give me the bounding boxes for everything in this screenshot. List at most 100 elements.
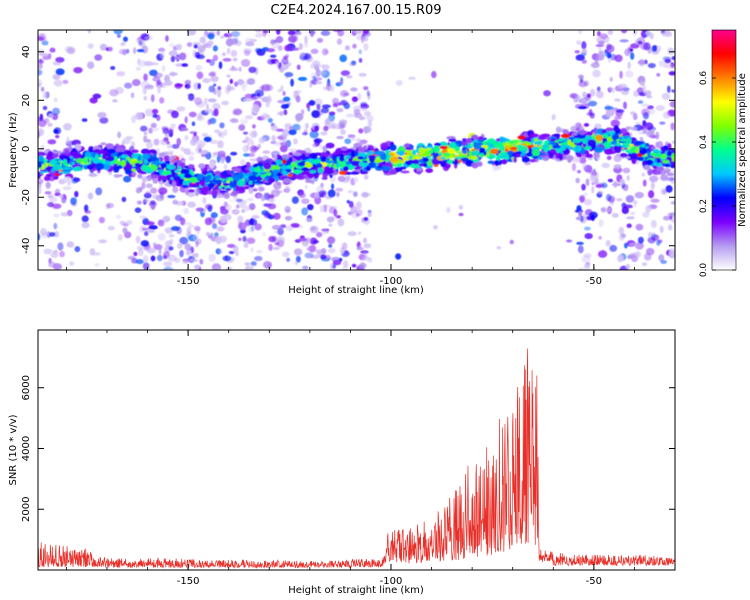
spectrogram-noise-cell [98, 216, 105, 224]
spectrogram-noise-cell [408, 76, 416, 80]
spectrogram-ridge-cell [217, 194, 225, 198]
spectrogram-noise-cell [632, 30, 637, 36]
spectrogram-ridge-cell [479, 144, 489, 149]
spectrogram-noise-cell [168, 43, 175, 47]
spectrogram-noise-cell [130, 92, 135, 99]
spectrogram-noise-cell [183, 222, 192, 226]
y-tick-label: 4000 [21, 436, 32, 461]
spectrogram-noise-cell [274, 141, 283, 147]
spectrogram-noise-cell [284, 103, 290, 109]
spectrogram-ridge-cell [516, 144, 525, 151]
spectrogram-noise-cell [48, 113, 54, 119]
spectrogram-noise-cell [346, 199, 350, 204]
spectrogram-noise-cell [351, 136, 356, 142]
spectrogram-noise-cell [113, 30, 123, 35]
spectrogram-noise-cell [605, 240, 611, 247]
spectrogram-noise-cell [70, 177, 79, 184]
spectrogram-ridge-cell [440, 161, 446, 168]
x-tick-label: -100 [380, 576, 403, 587]
x-tick-label: -100 [380, 276, 403, 287]
snr-y-ticks: 2000 4000 6000 [21, 375, 675, 522]
spectrogram-noise-cell [108, 45, 114, 53]
spectrogram-noise-cell [496, 246, 502, 250]
spectrogram-noise-cell [355, 201, 362, 210]
spectrogram-noise-cell [49, 47, 56, 53]
spectrogram-noise-cell [645, 205, 652, 213]
spectrogram-ridge-cell [158, 169, 164, 173]
spectrogram-noise-cell [172, 199, 178, 205]
spectrogram-noise-cell [634, 191, 644, 199]
spectrogram-noise-cell [220, 208, 229, 215]
spectrogram-ridge-cell [182, 184, 189, 188]
spectrogram-noise-cell [610, 53, 617, 61]
spectrogram-noise-cell [267, 203, 277, 210]
spectrogram-noise-cell [52, 61, 62, 66]
spectrogram-ridge-cell [406, 154, 410, 158]
spectrogram-noise-cell [580, 52, 587, 57]
spectrogram-noise-cell [262, 30, 269, 34]
spectrogram-ridge-cell [116, 165, 123, 169]
spectrogram-noise-cell [66, 241, 75, 248]
spectrogram-noise-cell [230, 50, 238, 57]
spectrogram-noise-cell [509, 239, 514, 245]
spectrogram-ridge-cell [629, 152, 638, 159]
spectrogram-noise-cell [268, 243, 273, 251]
spectrogram-noise-cell [340, 89, 349, 98]
spectrogram-noise-cell [320, 131, 328, 136]
spectrogram-noise-cell [163, 216, 171, 222]
spectrogram-noise-cell [228, 250, 235, 255]
spectrogram-noise-cell [215, 236, 222, 245]
spectrogram-ridge-cell [231, 167, 241, 172]
spectrogram-noise-cell [165, 35, 169, 42]
spectrogram-ridge-cell [167, 157, 174, 162]
spectrogram-ridge-cell [286, 164, 293, 169]
spectrogram-noise-cell [310, 72, 317, 81]
spectrogram-ridge-cell [223, 192, 230, 200]
spectrogram-ridge-cell [448, 138, 457, 142]
spectrogram-ridge-cell [95, 162, 105, 170]
spectrogram-ridge-cell [666, 172, 674, 177]
spectrogram-ridge-cell [538, 134, 547, 141]
spectrogram-noise-cell [662, 215, 672, 221]
spectrogram-noise-cell [363, 174, 369, 180]
spectrogram-noise-cell [38, 233, 41, 241]
spectrogram-ridge-cell [292, 169, 302, 174]
spectrogram-noise-cell [44, 37, 48, 41]
spectrogram-noise-cell [73, 66, 83, 74]
spectrogram-noise-cell [254, 89, 264, 98]
spectrogram-noise-cell [614, 54, 623, 63]
spectrogram-noise-cell [153, 72, 163, 78]
spectrogram-noise-cell [649, 175, 659, 183]
spectrogram-ridge-cell [105, 165, 111, 169]
spectrogram-noise-cell [309, 30, 315, 38]
spectrogram-ridge-cell [485, 141, 493, 146]
spectrogram-noise-cell [356, 30, 363, 36]
x-tick-label: -150 [177, 276, 200, 287]
spectrogram-noise-cell [284, 44, 292, 52]
spectrogram-noise-cell [140, 125, 148, 132]
spectrogram-noise-cell [38, 48, 45, 54]
spectrogram-noise-cell [262, 232, 266, 237]
spectrogram-noise-cell [323, 204, 328, 213]
spectrogram-noise-cell [38, 178, 44, 185]
spectrogram-noise-cell [197, 83, 201, 90]
colorbar: 0.0 0.2 0.4 0.6 Normalized spectral amplitu… [699, 29, 748, 277]
spectrogram-ridge-cell [651, 146, 656, 150]
spectrogram-noise-cell [446, 207, 451, 213]
spectrogram-noise-cell [604, 106, 614, 110]
colorbar-tick-label: 0.2 [699, 199, 709, 213]
spectrogram-noise-cell [121, 196, 127, 203]
spectrogram-ridge-cell [565, 154, 574, 162]
spectrogram-noise-cell [52, 74, 61, 80]
spectrogram-noise-cell [336, 192, 340, 198]
spectrogram-ridge-cell [409, 163, 420, 169]
spectrogram-noise-cell [38, 116, 42, 122]
spectrogram-noise-cell [660, 174, 669, 181]
spectrogram-ridge-cell [513, 156, 517, 163]
spectrogram-noise-cell [86, 61, 95, 69]
spectrogram-noise-cell [123, 175, 132, 183]
spectrogram-noise-cell [239, 204, 247, 209]
spectrogram-noise-cell [169, 267, 176, 270]
spectrogram-noise-cell [181, 63, 189, 67]
spectrogram-ridge-cell [115, 143, 120, 148]
